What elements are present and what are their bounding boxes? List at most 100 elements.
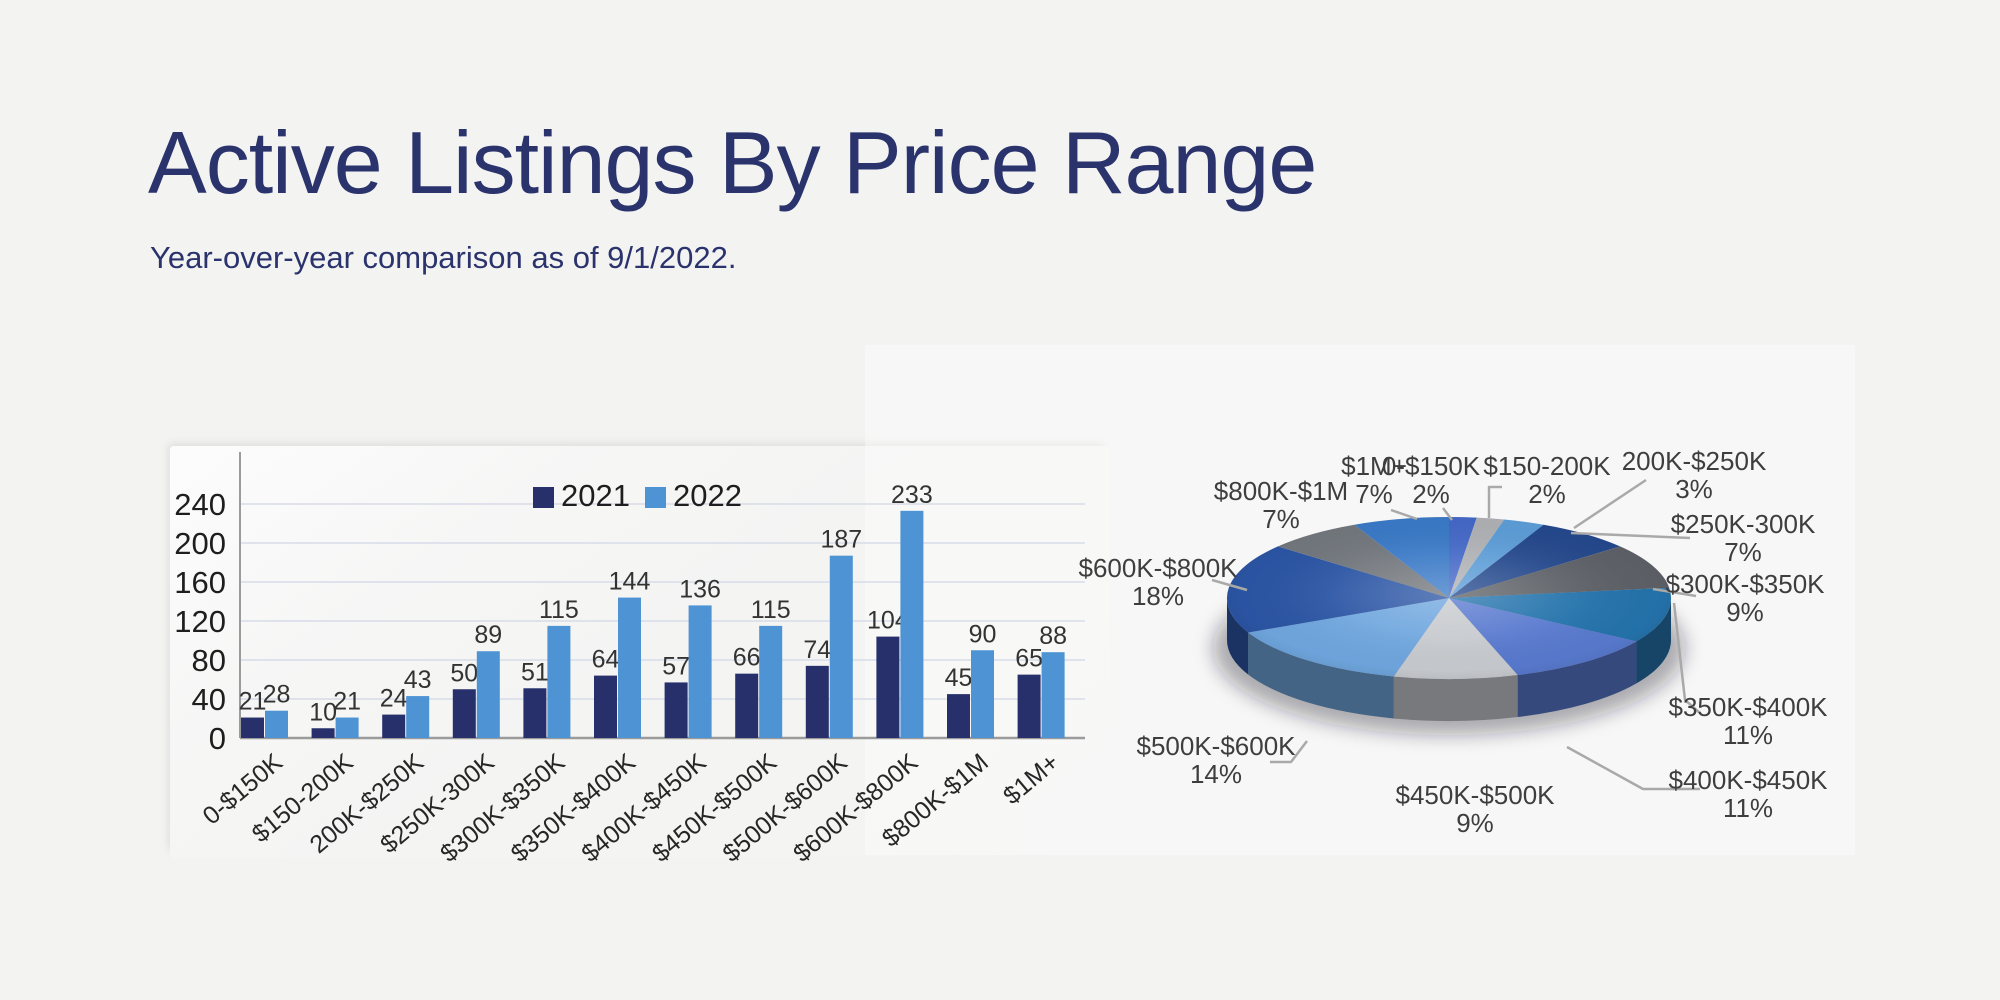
pie-slice-side: [1636, 598, 1671, 684]
bar-chart: 0408012016020024021280-$150K1021$150-200…: [174, 452, 1085, 868]
bar-2022: [476, 651, 500, 738]
value-label: 10: [309, 698, 337, 726]
pie-leader-line: [1672, 602, 1701, 714]
page-subtitle: Year-over-year comparison as of 9/1/2022…: [150, 240, 737, 275]
legend-label-2022: 2022: [673, 478, 742, 513]
value-label: 115: [539, 596, 579, 624]
value-label: 65: [1015, 645, 1043, 673]
value-label: 50: [450, 659, 478, 687]
value-label: 51: [521, 658, 549, 686]
y-axis-tick-label: 160: [174, 565, 226, 600]
pie-slice-percentage: 7%: [1355, 479, 1393, 509]
value-label: 45: [945, 664, 973, 692]
pie-leader-line: [1442, 507, 1453, 521]
pie-slice-label: 200K-$250K: [1622, 446, 1767, 476]
pie-chart: 0-$150K2%$150-200K2%200K-$250K3%$250K-30…: [1078, 446, 1828, 838]
value-label: 144: [609, 568, 651, 596]
bar-2021: [876, 636, 900, 738]
value-label: 28: [263, 681, 291, 709]
pie-slice-label: $450K-$500K: [1395, 780, 1555, 810]
value-label: 74: [803, 636, 831, 664]
bar-2021: [805, 665, 829, 738]
bar-2022: [1041, 652, 1065, 738]
pie-slice-percentage: 11%: [1723, 720, 1773, 750]
value-label: 187: [820, 526, 862, 554]
value-label: 89: [474, 621, 502, 649]
pie-gloss-overlay: [1227, 517, 1671, 679]
pie-leader-line: [1270, 740, 1308, 764]
y-axis-tick-label: 200: [174, 526, 226, 561]
y-axis-tick-label: 240: [174, 487, 226, 522]
y-axis-tick-label: 40: [192, 682, 226, 717]
pie-slice-percentage: 7%: [1724, 537, 1762, 567]
value-label: 24: [380, 685, 408, 713]
value-label: 233: [891, 481, 933, 509]
bar-2021: [523, 688, 547, 738]
legend-label-2021: 2021: [561, 478, 630, 513]
bar-2022: [335, 717, 359, 738]
pie-slice-label: $400K-$450K: [1668, 765, 1828, 795]
bar-2022: [900, 510, 924, 738]
value-label: 88: [1039, 622, 1067, 650]
pie-slice-percentage: 2%: [1412, 479, 1450, 509]
pie-slice-label: $800K-$1M: [1214, 476, 1348, 506]
value-label: 90: [969, 620, 997, 648]
pie-slice-side: [1227, 598, 1249, 675]
pie-slice-percentage: 11%: [1723, 793, 1773, 823]
value-label: 21: [239, 688, 267, 716]
bar-2021: [594, 675, 617, 738]
bar-2021: [1017, 674, 1041, 738]
bar-2021: [241, 717, 264, 738]
pie-slice-percentage: 9%: [1456, 808, 1494, 838]
pie-slice-label: $300K-$350K: [1665, 569, 1825, 599]
value-label: 57: [662, 652, 690, 680]
pie-slice-percentage: 2%: [1528, 479, 1566, 509]
bar-2022: [688, 605, 712, 738]
bar-2022: [759, 625, 783, 738]
bar-2022: [971, 650, 994, 738]
value-label: 64: [592, 646, 620, 674]
pie-leader-line: [1573, 478, 1647, 530]
value-label: 21: [333, 688, 361, 716]
pie-slice-side: [1517, 641, 1637, 718]
bar-2021: [452, 689, 476, 738]
pie-leader-line: [1570, 531, 1691, 540]
pie-slice-side: [1393, 675, 1518, 721]
y-axis-tick-label: 0: [209, 721, 226, 756]
bar-2021: [947, 694, 970, 738]
pie-slice-label: 0-$150K: [1382, 451, 1481, 481]
pie-slice-label: $350K-$400K: [1668, 692, 1828, 722]
bar-2022: [829, 555, 853, 738]
pie-leader-line: [1652, 587, 1697, 598]
y-axis-tick-label: 120: [174, 604, 226, 639]
bar-2022: [618, 597, 641, 738]
pie-leader-line: [1487, 485, 1502, 518]
bar-2021: [664, 682, 688, 738]
legend-swatch-2021: [533, 487, 554, 508]
legend-swatch-2022: [645, 487, 666, 508]
pie-slice-label: $500K-$600K: [1136, 731, 1296, 761]
pie-leader-line: [1390, 508, 1418, 521]
pie-slice-percentage: 7%: [1262, 504, 1300, 534]
value-label: 66: [733, 644, 761, 672]
pie-slice-side: [1248, 632, 1394, 719]
bar-2021: [382, 714, 406, 738]
page-title: Active Listings By Price Range: [148, 113, 1317, 212]
pie-slice-label: $250K-300K: [1671, 509, 1816, 539]
y-axis-tick-label: 80: [192, 643, 226, 678]
pie-slice-label: $600K-$800K: [1078, 553, 1238, 583]
pie-slice-percentage: 14%: [1190, 759, 1242, 789]
value-label: 136: [679, 575, 721, 603]
pie-slice-percentage: 3%: [1675, 474, 1713, 504]
pie-slice-label: $1M+: [1341, 451, 1407, 481]
value-label: 43: [404, 666, 432, 694]
pie-leader-line: [1211, 578, 1248, 592]
bar-2021: [311, 728, 335, 738]
bar-2022: [265, 710, 288, 738]
bar-2022: [406, 696, 430, 738]
pie-leader-line: [1566, 745, 1700, 791]
bar-2021: [735, 673, 759, 738]
bar-2022: [547, 625, 571, 738]
pie-slice-label: $150-200K: [1483, 451, 1611, 481]
